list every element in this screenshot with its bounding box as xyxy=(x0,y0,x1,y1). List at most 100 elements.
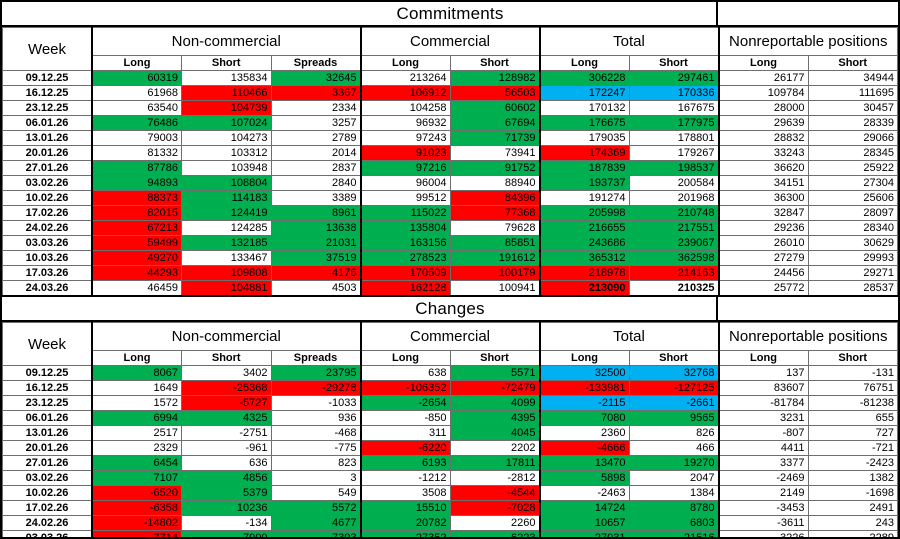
cell-nc-long: -14802 xyxy=(91,515,182,531)
cell-nr-long: 26177 xyxy=(717,70,809,86)
cell-nc-spreads: 23795 xyxy=(270,365,361,381)
cell-c-long: -106352 xyxy=(359,380,451,396)
cell-t-short: 214163 xyxy=(628,265,719,281)
table-row: 27.01.26 6454 636 823 6193 17811 13470 19270 337… xyxy=(2,455,898,471)
cell-nr-long: 109784 xyxy=(717,85,809,101)
table-row: 03.03.26 -7714 7900 7393 27352 6223 27031 21516… xyxy=(2,530,898,537)
cell-nc-long: 79003 xyxy=(91,130,182,146)
col-header-nc-spreads: Spreads xyxy=(270,350,361,366)
cell-nc-long: 7107 xyxy=(91,470,182,486)
cell-nc-spreads: 549 xyxy=(270,485,361,501)
col-header-t-short: Short xyxy=(628,55,719,71)
cell-t-long: 243686 xyxy=(538,235,630,251)
week-column-header: Week xyxy=(2,27,93,71)
cell-c-short: 84396 xyxy=(449,190,540,206)
cell-nr-short: 727 xyxy=(807,425,898,441)
cell-nc-spreads: 4176 xyxy=(270,265,361,281)
table-row: 10.03.26 49270 133467 37519 278523 191612 3653… xyxy=(2,250,898,266)
cell-nc-short: -25368 xyxy=(181,380,272,396)
title-divider-line xyxy=(716,2,718,25)
week-cell: 17.02.26 xyxy=(2,205,93,221)
cell-nc-spreads: 3367 xyxy=(270,85,361,101)
cell-t-short: 2047 xyxy=(628,470,719,486)
cell-t-short: 210748 xyxy=(628,205,719,221)
cell-t-short: 178801 xyxy=(628,130,719,146)
cell-nr-short: 111695 xyxy=(807,85,898,101)
week-cell: 20.01.26 xyxy=(2,440,93,456)
cell-nr-short: -81238 xyxy=(807,395,898,411)
cell-c-short: 73941 xyxy=(449,145,540,161)
cell-nc-long: 87786 xyxy=(91,160,182,176)
cell-nc-spreads: 936 xyxy=(270,410,361,426)
group-header-row: Week Non-commercial Commercial Total Non… xyxy=(2,27,898,71)
cell-c-long: 106912 xyxy=(359,85,451,101)
group-header-commercial: Commercial xyxy=(359,27,540,56)
cell-nr-short: 2491 xyxy=(807,500,898,516)
table-row: 09.12.25 60319 135834 32645 213264 128982 3062… xyxy=(2,70,898,86)
cell-t-long: 187839 xyxy=(538,160,630,176)
cell-c-short: -72479 xyxy=(449,380,540,396)
cell-nc-long: 88373 xyxy=(91,190,182,206)
cell-nr-long: 28000 xyxy=(717,100,809,116)
cell-nr-short: 25606 xyxy=(807,190,898,206)
cell-nc-short: 3402 xyxy=(181,365,272,381)
cell-c-long: 115022 xyxy=(359,205,451,221)
cell-nc-short: 109808 xyxy=(181,265,272,281)
cell-nc-spreads: -775 xyxy=(270,440,361,456)
cell-nr-long: 4411 xyxy=(717,440,809,456)
cell-c-short: 2260 xyxy=(449,515,540,531)
cell-nc-spreads: 2014 xyxy=(270,145,361,161)
cell-t-short: 19270 xyxy=(628,455,719,471)
cell-nc-long: 81332 xyxy=(91,145,182,161)
cell-nc-spreads: 4503 xyxy=(270,280,361,297)
cell-nr-long: -3226 xyxy=(717,530,809,537)
cell-nc-long: 94893 xyxy=(91,175,182,191)
week-cell: 03.03.26 xyxy=(2,530,93,537)
cell-t-long: 10657 xyxy=(538,515,630,531)
cell-c-short: 6223 xyxy=(449,530,540,537)
cell-c-short: 191612 xyxy=(449,250,540,266)
cell-c-short: 77368 xyxy=(449,205,540,221)
cell-nr-short: 34944 xyxy=(807,70,898,86)
cell-nc-spreads: 8961 xyxy=(270,205,361,221)
table-row: 06.01.26 6994 4325 936 -850 4395 7080 9565 3231 6… xyxy=(2,410,898,426)
cell-nc-short: 103312 xyxy=(181,145,272,161)
cell-t-long: 176675 xyxy=(538,115,630,131)
cell-nc-spreads: 2334 xyxy=(270,100,361,116)
col-header-c-short: Short xyxy=(449,350,540,366)
col-header-nr-short: Short xyxy=(807,350,898,366)
cell-c-short: -2812 xyxy=(449,470,540,486)
cell-nc-spreads: 13638 xyxy=(270,220,361,236)
cell-c-long: 99512 xyxy=(359,190,451,206)
group-header-nonreportable: Nonreportable positions xyxy=(717,322,898,351)
group-header-row: Week Non-commercial Commercial Total Non… xyxy=(2,322,898,366)
cell-nc-short: 7900 xyxy=(181,530,272,537)
week-cell: 13.01.26 xyxy=(2,130,93,146)
week-cell: 10.02.26 xyxy=(2,190,93,206)
cell-nc-long: -6520 xyxy=(91,485,182,501)
cell-nr-short: -131 xyxy=(807,365,898,381)
cell-t-long: 216655 xyxy=(538,220,630,236)
week-cell: 16.12.25 xyxy=(2,380,93,396)
cell-nc-spreads: -468 xyxy=(270,425,361,441)
cell-t-short: 167675 xyxy=(628,100,719,116)
cell-t-long: 191274 xyxy=(538,190,630,206)
cell-t-long: 306228 xyxy=(538,70,630,86)
week-cell: 17.03.26 xyxy=(2,265,93,281)
cell-nc-short: 124285 xyxy=(181,220,272,236)
cell-nc-short: 124419 xyxy=(181,205,272,221)
cell-nr-long: 36300 xyxy=(717,190,809,206)
cell-nc-short: 103948 xyxy=(181,160,272,176)
cell-t-short: 177975 xyxy=(628,115,719,131)
cell-c-short: 4045 xyxy=(449,425,540,441)
table-row: 16.12.25 61968 110466 3367 106912 56503 172247… xyxy=(2,85,898,101)
group-header-total: Total xyxy=(538,27,719,56)
cell-nr-short: -1698 xyxy=(807,485,898,501)
cell-nc-long: 46459 xyxy=(91,280,182,297)
cell-c-long: 27352 xyxy=(359,530,451,537)
table-row: 03.02.26 7107 4856 3 -1212 -2812 5898 2047 -2469… xyxy=(2,470,898,486)
week-cell: 13.01.26 xyxy=(2,425,93,441)
col-header-c-long: Long xyxy=(359,350,451,366)
cell-nc-short: 107024 xyxy=(181,115,272,131)
cell-c-long: 96932 xyxy=(359,115,451,131)
